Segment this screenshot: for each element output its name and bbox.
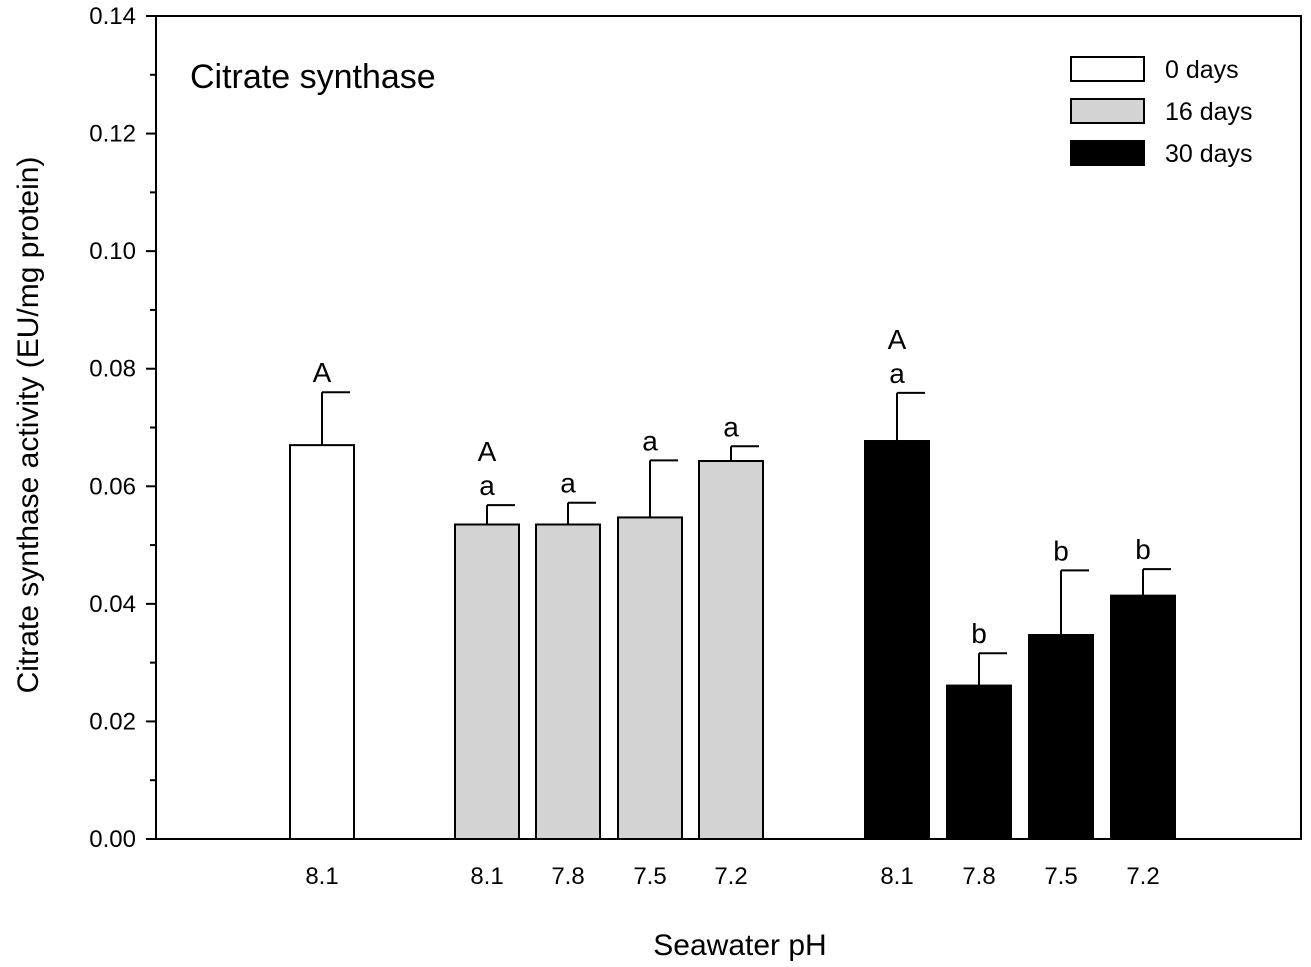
significance-letter: b	[1135, 534, 1151, 565]
legend-swatch	[1070, 56, 1145, 82]
significance-letter: a	[560, 468, 576, 499]
significance-letter: a	[479, 470, 495, 501]
y-tick-label: 0.06	[89, 473, 136, 500]
axes: 0.00 0.02 0.04 0.06 0.08 0.10 0.12 0.14 8.1 8.1 7.…	[89, 3, 1159, 890]
legend-swatch	[1070, 98, 1145, 124]
bar	[535, 523, 601, 840]
x-tick-label: 7.2	[714, 863, 747, 890]
y-tick-label: 0.08	[89, 356, 136, 383]
significance-letter: b	[1053, 535, 1069, 566]
x-tick-label: 7.5	[633, 863, 666, 890]
bar	[289, 444, 355, 840]
significance-letter: A	[888, 324, 907, 355]
significance-letter: b	[971, 618, 987, 649]
y-tick-label: 0.12	[89, 121, 136, 148]
x-tick-label: 7.8	[551, 863, 584, 890]
bar	[454, 523, 520, 840]
x-tick-label: 7.2	[1126, 863, 1159, 890]
plot-title: Citrate synthase	[190, 58, 436, 96]
bar	[1028, 634, 1094, 840]
legend-swatch	[1070, 140, 1145, 166]
bar	[1110, 594, 1176, 840]
x-tick-label: 8.1	[305, 863, 338, 890]
x-axis-title: Seawater pH	[653, 929, 826, 962]
y-tick-label: 0.10	[89, 238, 136, 265]
y-tick-label: 0.00	[89, 826, 136, 853]
x-tick-label: 8.1	[470, 863, 503, 890]
y-tick-label: 0.04	[89, 591, 136, 618]
bar	[698, 460, 764, 840]
y-tick-label: 0.02	[89, 708, 136, 735]
legend-label: 30 days	[1165, 140, 1253, 168]
bar	[617, 516, 683, 840]
y-axis-title: Citrate synthase activity (EU/mg protein…	[12, 157, 45, 694]
significance-letter: a	[889, 358, 905, 389]
x-tick-label: 8.1	[880, 863, 913, 890]
y-tick-label: 0.14	[89, 3, 136, 30]
bar	[946, 684, 1012, 840]
significance-letter: A	[478, 436, 497, 467]
x-tick-label: 7.5	[1044, 863, 1077, 890]
legend: 0 days 16 days 30 days	[1070, 56, 1253, 168]
legend-label: 16 days	[1165, 98, 1253, 126]
x-tick-label: 7.8	[962, 863, 995, 890]
bar	[864, 440, 930, 840]
significance-letter: a	[723, 411, 739, 442]
significance-letter: A	[313, 357, 332, 388]
legend-label: 0 days	[1165, 56, 1239, 84]
significance-letter: a	[642, 425, 658, 456]
